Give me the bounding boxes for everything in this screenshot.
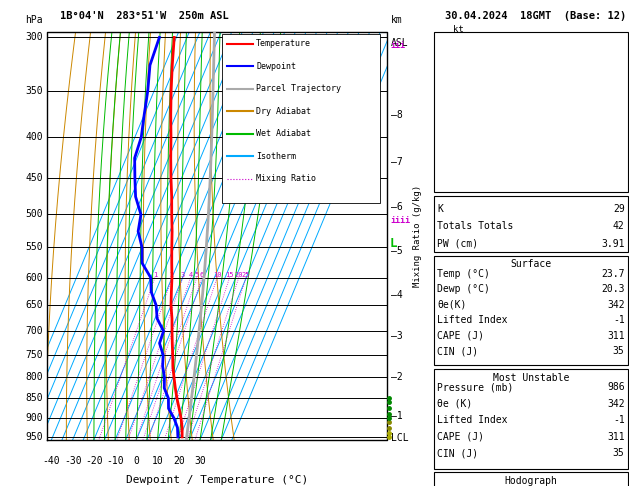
Text: 700: 700 — [25, 326, 43, 336]
Text: Temperature: Temperature — [256, 39, 311, 48]
Text: Parcel Trajectory: Parcel Trajectory — [256, 84, 341, 93]
Text: θe (K): θe (K) — [437, 399, 472, 409]
Text: 4: 4 — [188, 272, 192, 278]
Text: PW (cm): PW (cm) — [437, 239, 478, 249]
Text: θe(K): θe(K) — [437, 300, 467, 310]
Text: 23.7: 23.7 — [601, 269, 625, 279]
Text: CAPE (J): CAPE (J) — [437, 432, 484, 442]
Text: 5: 5 — [194, 272, 199, 278]
Text: –8: –8 — [391, 110, 403, 120]
Text: 15: 15 — [225, 272, 234, 278]
Text: Wet Adiabat: Wet Adiabat — [256, 129, 311, 138]
Text: 850: 850 — [25, 393, 43, 403]
Text: 311: 311 — [607, 432, 625, 442]
Text: –5: –5 — [391, 245, 403, 256]
Text: iiii: iiii — [390, 216, 410, 226]
Text: 650: 650 — [25, 300, 43, 311]
Text: © weatheronline.co.uk: © weatheronline.co.uk — [523, 474, 628, 484]
Text: -1: -1 — [613, 416, 625, 425]
Text: 29: 29 — [613, 204, 625, 214]
Text: –4: –4 — [391, 290, 403, 299]
Text: hPa: hPa — [25, 16, 43, 25]
Text: 30: 30 — [194, 456, 206, 466]
Text: 2: 2 — [170, 272, 174, 278]
Text: 550: 550 — [25, 243, 43, 253]
Text: K: K — [437, 204, 443, 214]
Text: Dewp (°C): Dewp (°C) — [437, 284, 490, 295]
Text: 1B°04'N  283°51'W  250m ASL: 1B°04'N 283°51'W 250m ASL — [60, 11, 228, 21]
Text: 986: 986 — [607, 382, 625, 392]
Text: L: L — [492, 169, 496, 175]
Text: L: L — [390, 237, 398, 249]
Text: 900: 900 — [25, 413, 43, 423]
Text: Lifted Index: Lifted Index — [437, 416, 508, 425]
Text: Surface: Surface — [510, 260, 552, 269]
Text: Dewpoint: Dewpoint — [256, 62, 296, 71]
Text: 10: 10 — [213, 272, 221, 278]
Text: 950: 950 — [25, 432, 43, 442]
Text: –7: –7 — [391, 157, 403, 167]
Text: 42: 42 — [613, 221, 625, 231]
Text: CAPE (J): CAPE (J) — [437, 330, 484, 341]
Text: Mixing Ratio: Mixing Ratio — [256, 174, 316, 183]
Text: 1: 1 — [153, 272, 157, 278]
Text: 600: 600 — [25, 273, 43, 283]
Text: Temp (°C): Temp (°C) — [437, 269, 490, 279]
Text: kt: kt — [453, 25, 464, 34]
Text: 3.91: 3.91 — [601, 239, 625, 249]
Text: Lifted Index: Lifted Index — [437, 315, 508, 325]
Text: Pressure (mb): Pressure (mb) — [437, 382, 513, 392]
Text: 342: 342 — [607, 300, 625, 310]
Text: -30: -30 — [64, 456, 82, 466]
Text: km: km — [391, 16, 403, 25]
Text: 35: 35 — [613, 346, 625, 356]
Text: Isotherm: Isotherm — [256, 152, 296, 160]
Text: 311: 311 — [607, 330, 625, 341]
Text: –6: –6 — [391, 203, 403, 212]
Text: R: R — [516, 144, 521, 150]
Text: CIN (J): CIN (J) — [437, 346, 478, 356]
Text: LCL: LCL — [391, 433, 409, 443]
Text: 342: 342 — [607, 399, 625, 409]
Text: 20: 20 — [173, 456, 185, 466]
Text: 800: 800 — [25, 372, 43, 382]
Text: -1: -1 — [613, 315, 625, 325]
Text: 3: 3 — [181, 272, 185, 278]
Text: –3: –3 — [391, 331, 403, 341]
Text: Most Unstable: Most Unstable — [493, 373, 569, 382]
Text: iii: iii — [390, 41, 405, 51]
Text: –2: –2 — [391, 372, 403, 382]
Text: Mixing Ratio (g/kg): Mixing Ratio (g/kg) — [413, 185, 422, 287]
Text: 20.3: 20.3 — [601, 284, 625, 295]
Text: 350: 350 — [25, 86, 43, 96]
Text: 30.04.2024  18GMT  (Base: 12): 30.04.2024 18GMT (Base: 12) — [445, 11, 626, 21]
Text: 6: 6 — [200, 272, 204, 278]
Text: ASL: ASL — [391, 38, 409, 48]
FancyBboxPatch shape — [222, 34, 380, 203]
Text: 400: 400 — [25, 132, 43, 142]
Text: -10: -10 — [106, 456, 124, 466]
Text: 25: 25 — [242, 272, 250, 278]
Text: 0: 0 — [133, 456, 139, 466]
Text: CIN (J): CIN (J) — [437, 449, 478, 458]
Text: Dry Adiabat: Dry Adiabat — [256, 107, 311, 116]
Text: 750: 750 — [25, 350, 43, 360]
Text: Totals Totals: Totals Totals — [437, 221, 513, 231]
Text: 450: 450 — [25, 173, 43, 183]
Text: -40: -40 — [43, 456, 60, 466]
Text: 300: 300 — [25, 33, 43, 42]
Text: 20: 20 — [235, 272, 243, 278]
Text: 10: 10 — [152, 456, 164, 466]
Text: 500: 500 — [25, 209, 43, 220]
Text: Hodograph: Hodograph — [504, 476, 557, 486]
Text: 35: 35 — [613, 449, 625, 458]
Text: -20: -20 — [85, 456, 103, 466]
Text: –1: –1 — [391, 411, 403, 421]
Text: Dewpoint / Temperature (°C): Dewpoint / Temperature (°C) — [126, 474, 308, 485]
